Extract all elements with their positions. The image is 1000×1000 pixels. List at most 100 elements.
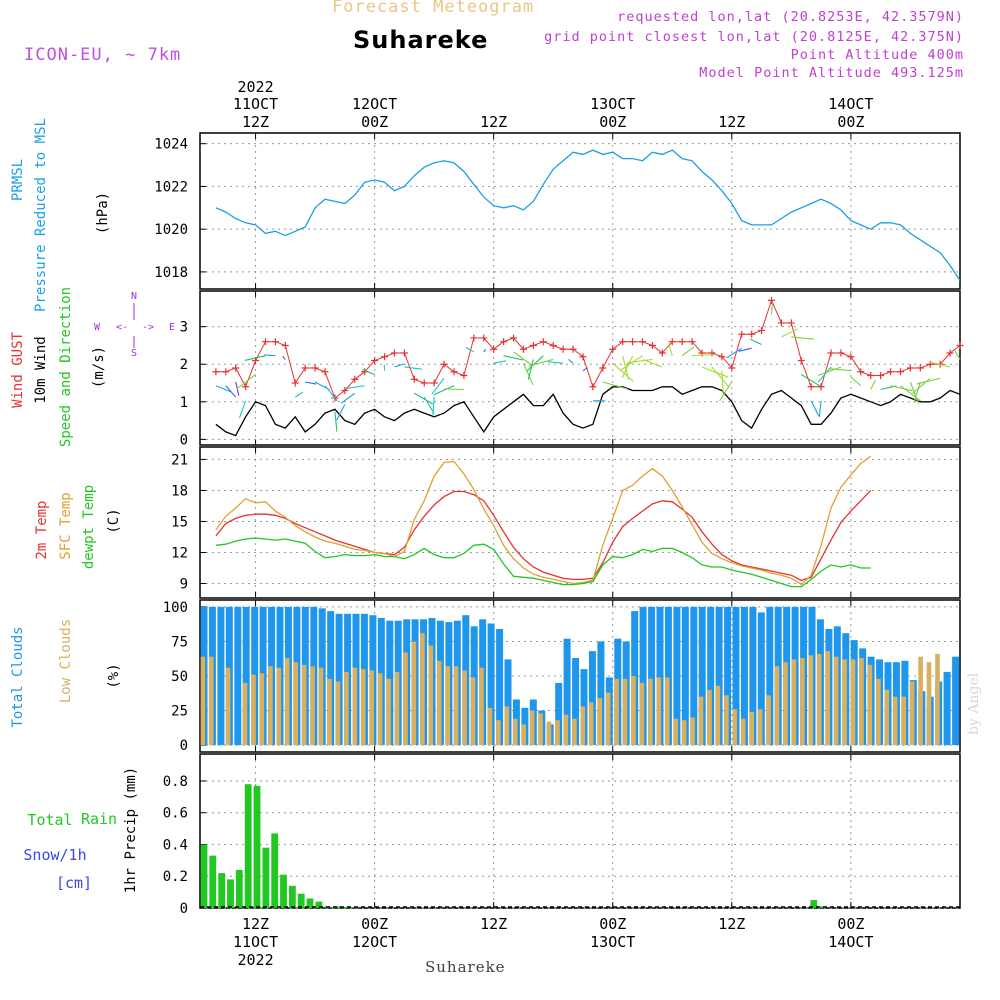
wind-arrow — [929, 361, 951, 368]
low-cloud-bar — [276, 667, 282, 746]
clouds-title-1: Total Clouds — [10, 626, 26, 727]
wind-arrow — [781, 328, 798, 338]
wind-arrow — [829, 368, 851, 372]
bottom-axis-label: 11OCT — [233, 933, 278, 951]
requested-coords: requested lon,lat (20.8253E, 42.3579N) — [617, 9, 964, 25]
total-cloud-bar — [588, 651, 596, 746]
precipitation-ytick-label: 0.6 — [163, 806, 188, 822]
gust-marker — [797, 356, 805, 364]
gust-line — [215, 299, 961, 399]
low-cloud-bar — [681, 720, 687, 746]
gust-marker — [242, 383, 250, 391]
low-cloud-bar — [850, 659, 856, 746]
temp-title-1: 2m Temp — [34, 500, 50, 559]
gust-marker — [639, 338, 647, 346]
wind-arrow — [522, 362, 534, 386]
top-axis-label: 00Z — [361, 113, 388, 131]
total-cloud-bar — [724, 606, 732, 746]
bottom-axis-label: 00Z — [599, 915, 626, 933]
low-cloud-bar — [724, 695, 729, 745]
wind-arrow — [346, 385, 365, 389]
precip-label-snow: Snow/1h — [23, 846, 86, 864]
low-cloud-bar — [555, 720, 560, 746]
wind-arrow — [800, 374, 821, 387]
wind-arrow — [626, 358, 653, 364]
gust-marker — [311, 364, 319, 372]
gust-marker — [678, 338, 686, 346]
low-cloud-bar — [225, 667, 231, 746]
total-cloud-bar — [943, 671, 951, 746]
temperature-ytick-label: 9 — [180, 577, 188, 593]
forecast-title: Forecast Meteogram — [332, 0, 535, 17]
wind-title-3: Speed and Direction — [58, 287, 74, 447]
low-cloud-bar — [884, 689, 890, 746]
low-cloud-bar — [597, 698, 602, 746]
wind-arrow — [414, 392, 433, 405]
gust-marker — [787, 319, 795, 327]
total-cloud-bar — [496, 629, 504, 746]
wind-arrow — [621, 355, 634, 379]
gust-marker — [748, 330, 756, 338]
rain-bar — [262, 847, 270, 908]
low-cloud-bar — [825, 651, 830, 746]
low-cloud-bar — [876, 678, 881, 746]
wind-arrow — [701, 366, 729, 378]
low-cloud-bar — [563, 714, 569, 746]
wind-ytick-label: 1 — [180, 395, 188, 411]
temp-title-2: SFC Temp — [58, 492, 74, 559]
low-cloud-bar — [926, 662, 932, 746]
rain-bar — [253, 785, 261, 908]
wind-arrow — [503, 355, 524, 361]
wind-arrow — [465, 346, 475, 353]
low-cloud-bar — [648, 678, 653, 746]
gust-marker — [658, 349, 666, 357]
wind-arrow — [334, 411, 338, 432]
temperature-frame — [199, 446, 961, 599]
total-cloud-bar — [639, 606, 647, 746]
rain-bar — [342, 907, 349, 908]
bottom-axis-label: 00Z — [361, 915, 388, 933]
sfc-temp-line — [215, 455, 872, 586]
low-cloud-bar — [259, 673, 265, 746]
model-altitude: Model Point Altitude 493.125m — [699, 65, 964, 81]
wind-arrow — [770, 303, 773, 315]
total-cloud-bar — [732, 606, 740, 746]
precipitation-ytick-label: 0.8 — [163, 774, 188, 790]
bottom-axis-label: 12Z — [718, 915, 745, 933]
gust-marker — [777, 319, 785, 327]
total-cloud-bar — [504, 659, 512, 746]
rain-bar — [218, 873, 226, 908]
total-cloud-bar — [487, 623, 495, 746]
wind-arrow — [444, 388, 464, 391]
low-cloud-bar — [791, 659, 797, 746]
wind-arrow — [236, 374, 256, 390]
wind-arrow — [721, 370, 724, 395]
wind-ytick-label: 3 — [180, 320, 188, 336]
gust-marker — [212, 368, 220, 376]
wind-title-2: 10m Wind — [33, 336, 49, 403]
low-cloud-bar — [707, 689, 712, 746]
wind-arrow — [890, 385, 913, 392]
wind-frame — [199, 290, 961, 446]
wind-arrow — [681, 346, 695, 357]
gust-marker — [271, 338, 279, 346]
low-cloud-bar — [783, 662, 788, 746]
dewpt-line — [215, 537, 871, 588]
wind-arrow — [643, 359, 663, 368]
total-cloud-bar — [234, 606, 242, 746]
gust-marker — [549, 341, 557, 349]
gust-marker — [718, 353, 726, 361]
low-cloud-bar — [496, 720, 501, 746]
gust-marker — [281, 341, 289, 349]
low-cloud-bar — [732, 709, 738, 746]
rain-bar — [244, 784, 252, 908]
t2m-line — [215, 489, 872, 582]
low-cloud-bar — [631, 676, 636, 746]
low-cloud-bar — [369, 670, 374, 746]
wind-arrow — [818, 400, 822, 418]
wind-arrow — [423, 396, 435, 415]
top-axis-label: 14OCT — [828, 95, 873, 113]
wind-arrow — [238, 400, 247, 419]
pressure-title-1: PRMSL — [10, 159, 26, 201]
wind-arrow — [668, 342, 673, 356]
